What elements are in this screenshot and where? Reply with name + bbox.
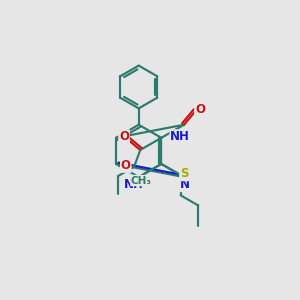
Text: N: N	[180, 178, 190, 191]
Text: O: O	[121, 159, 131, 172]
Text: S: S	[180, 167, 188, 180]
Text: NH: NH	[123, 178, 143, 191]
Text: CH₃: CH₃	[131, 176, 152, 186]
Text: O: O	[195, 103, 205, 116]
Text: NH: NH	[170, 130, 190, 143]
Text: O: O	[119, 130, 129, 143]
